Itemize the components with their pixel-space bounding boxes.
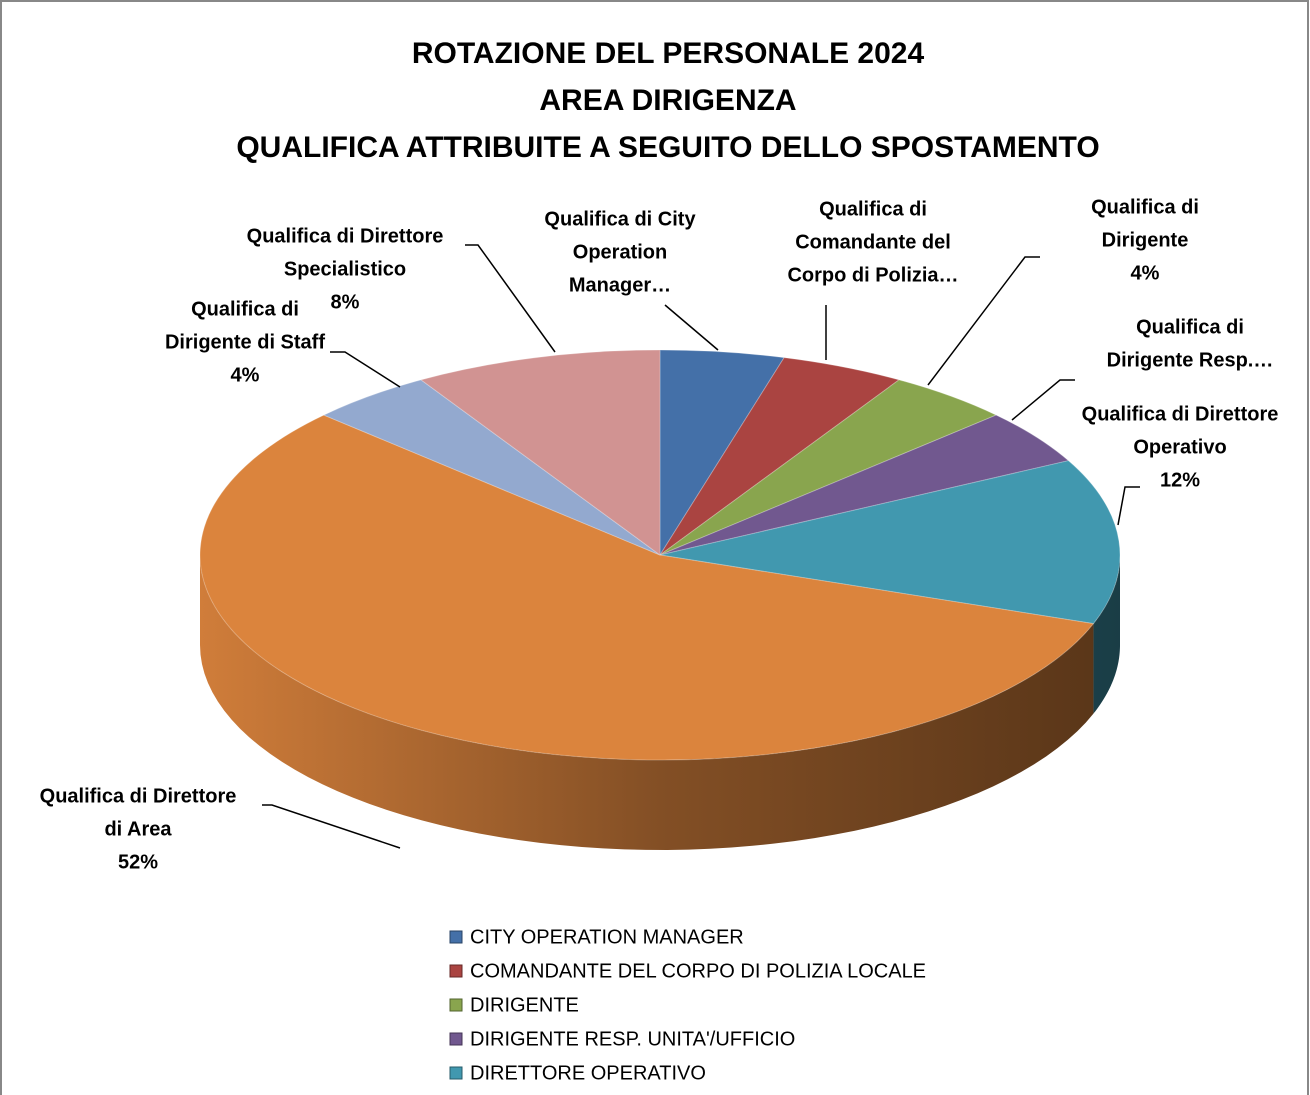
data-label: Qualifica di bbox=[191, 298, 299, 320]
data-label-value: 4% bbox=[231, 364, 260, 386]
data-label: Dirigente di Staff bbox=[165, 331, 325, 353]
pie-slice-side bbox=[200, 555, 1094, 850]
legend-label: CITY OPERATION MANAGER bbox=[470, 926, 744, 948]
pie-slice bbox=[322, 379, 661, 556]
legend-label: COMANDANTE DEL CORPO DI POLIZIA LOCALE bbox=[470, 960, 926, 982]
data-label: Qualifica di bbox=[819, 198, 927, 220]
legend-label: DIRIGENTE bbox=[470, 994, 579, 1016]
data-label-value: 12% bbox=[1160, 469, 1200, 491]
data-label-value: 52% bbox=[118, 851, 158, 873]
data-label: Comandante del bbox=[795, 231, 951, 253]
pie-slice bbox=[659, 357, 901, 556]
chart-title: AREA DIRIGENZA bbox=[539, 84, 796, 117]
chart-title: QUALIFICA ATTRIBUITE A SEGUITO DELLO SPO… bbox=[236, 131, 1099, 164]
leader-line bbox=[1011, 379, 1075, 421]
legend-swatch bbox=[449, 930, 463, 944]
legend-swatch bbox=[449, 998, 463, 1012]
pie-slice bbox=[419, 349, 661, 556]
data-label: Dirigente bbox=[1102, 229, 1189, 251]
data-label: Qualifica di Direttore bbox=[247, 225, 444, 247]
data-label: Qualifica di bbox=[1136, 316, 1244, 338]
data-label: Operativo bbox=[1133, 436, 1226, 458]
pie-slice bbox=[659, 379, 998, 556]
data-label-value: 4% bbox=[1131, 262, 1160, 284]
data-label: Specialistico bbox=[284, 258, 406, 280]
pie-slice bbox=[659, 460, 1121, 625]
data-label: di Area bbox=[104, 818, 172, 840]
legend-swatch bbox=[449, 1032, 463, 1046]
leader-line bbox=[465, 244, 556, 353]
data-label: Qualifica di bbox=[1091, 196, 1199, 218]
legend-swatch bbox=[449, 964, 463, 978]
leader-line bbox=[262, 804, 401, 849]
leader-line bbox=[1117, 486, 1140, 526]
data-label: Qualifica di Direttore bbox=[40, 785, 237, 807]
data-label: Operation bbox=[573, 241, 667, 263]
chart-title: ROTAZIONE DEL PERSONALE 2024 bbox=[412, 37, 925, 70]
pie-slice-side bbox=[1093, 555, 1120, 714]
pie-slice bbox=[659, 349, 785, 557]
legend-swatch bbox=[449, 1066, 463, 1080]
pie-slice bbox=[199, 414, 1095, 761]
data-label: Corpo di Polizia… bbox=[787, 264, 958, 286]
data-label: Qualifica di City bbox=[544, 208, 696, 230]
leader-line bbox=[927, 256, 1040, 386]
legend-label: DIRETTORE OPERATIVO bbox=[470, 1062, 706, 1084]
leader-line bbox=[664, 304, 719, 351]
legend-label: DIRIGENTE RESP. UNITA'/UFFICIO bbox=[470, 1028, 795, 1050]
data-label: Dirigente Resp.… bbox=[1107, 349, 1274, 371]
data-label-value: 8% bbox=[331, 291, 360, 313]
data-label: Qualifica di Direttore bbox=[1082, 403, 1279, 425]
data-label: Manager… bbox=[569, 274, 671, 296]
leader-line bbox=[330, 351, 401, 388]
pie-slice bbox=[659, 414, 1070, 556]
